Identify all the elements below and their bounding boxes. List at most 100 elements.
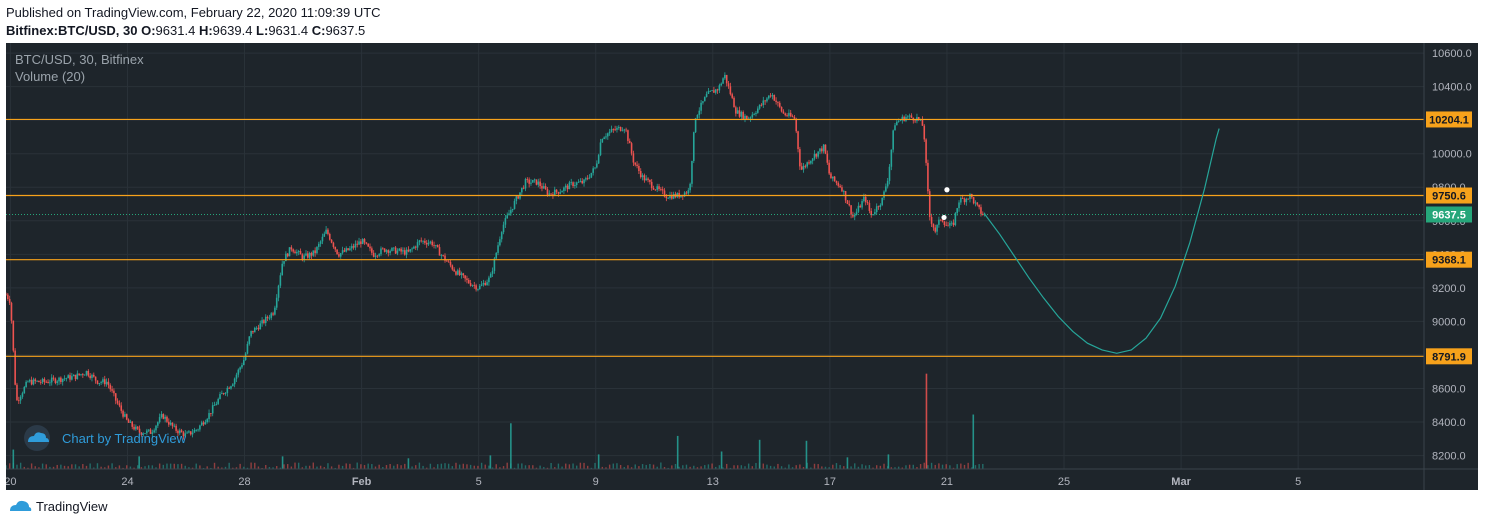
volume-bar bbox=[279, 467, 282, 469]
candle-body bbox=[147, 429, 150, 431]
price-tick-label: 9200.0 bbox=[1432, 283, 1466, 295]
volume-bar bbox=[400, 465, 402, 469]
candle-body bbox=[597, 155, 600, 164]
candle-body bbox=[422, 240, 424, 242]
volume-bar bbox=[802, 466, 805, 469]
candle-body bbox=[255, 327, 258, 329]
candle-body bbox=[153, 430, 155, 433]
candle-body bbox=[969, 194, 971, 200]
candle-body bbox=[38, 380, 40, 383]
volume-bar bbox=[82, 464, 84, 469]
candle-body bbox=[980, 207, 982, 214]
volume-bar bbox=[894, 467, 896, 469]
candle-body bbox=[506, 215, 509, 219]
candle-body bbox=[784, 113, 787, 116]
price-tick-label: 9000.0 bbox=[1432, 316, 1466, 328]
volume-bar bbox=[795, 465, 797, 469]
volume-bar bbox=[243, 466, 245, 469]
candle-body bbox=[863, 196, 865, 202]
candle-body bbox=[385, 250, 388, 252]
candle-body bbox=[511, 208, 514, 211]
candle-body bbox=[636, 164, 638, 166]
volume-bar bbox=[389, 464, 391, 469]
candle-body bbox=[135, 426, 137, 430]
candle-body bbox=[274, 307, 276, 315]
candle-body bbox=[864, 196, 867, 203]
candle-body bbox=[118, 403, 121, 406]
candle-body bbox=[672, 193, 675, 199]
candle-body bbox=[158, 417, 161, 423]
candle-body bbox=[396, 250, 399, 254]
candle-body bbox=[94, 376, 97, 381]
volume-bar bbox=[140, 467, 143, 469]
volume-bar bbox=[426, 467, 428, 469]
candle-body bbox=[689, 183, 691, 191]
candle-body bbox=[488, 277, 490, 283]
candle-body bbox=[832, 176, 834, 179]
volume-bar bbox=[30, 463, 33, 469]
price-tick-label: 10400.0 bbox=[1432, 82, 1472, 94]
volume-bar bbox=[462, 463, 465, 469]
candle-body bbox=[735, 107, 737, 114]
candle-body bbox=[696, 114, 699, 119]
volume-bar bbox=[784, 467, 786, 469]
candle-body bbox=[447, 261, 450, 263]
candle-body bbox=[857, 205, 860, 212]
candle-body bbox=[157, 422, 159, 426]
candle-body bbox=[52, 377, 55, 379]
price-chart[interactable]: 8200.08400.08600.08800.09000.09200.09400… bbox=[6, 43, 1478, 490]
volume-bar bbox=[352, 467, 355, 469]
volume-bar bbox=[6, 465, 7, 469]
watermark[interactable]: Chart by TradingView bbox=[24, 425, 187, 451]
volume-bar bbox=[821, 466, 823, 469]
volume-bar bbox=[469, 464, 472, 469]
candle-body bbox=[687, 190, 690, 194]
projection-curve[interactable] bbox=[984, 128, 1220, 354]
candle-body bbox=[764, 100, 766, 102]
volume-bar bbox=[908, 464, 911, 469]
candle-body bbox=[574, 185, 576, 187]
volume-bar bbox=[506, 462, 508, 469]
candle-body bbox=[627, 130, 629, 141]
candle-body bbox=[947, 225, 949, 227]
time-axis[interactable]: 20 24 28 Feb 5 9 13 17 21 25 Mar 5 bbox=[6, 476, 1301, 488]
candle-body bbox=[528, 179, 530, 184]
candle-body bbox=[799, 149, 801, 167]
candle-body bbox=[60, 377, 62, 382]
candle-body bbox=[810, 160, 812, 164]
candle-body bbox=[113, 390, 115, 394]
candle-body bbox=[713, 90, 715, 93]
candle-body bbox=[338, 254, 340, 257]
level-lines[interactable] bbox=[6, 118, 1424, 357]
candle-body bbox=[270, 313, 273, 318]
volume-bar bbox=[649, 463, 651, 469]
volume-bar bbox=[660, 462, 662, 469]
volume-bar bbox=[502, 466, 505, 469]
candle-body bbox=[380, 248, 382, 255]
volume-bar bbox=[422, 465, 424, 469]
volume-bar bbox=[528, 465, 530, 469]
legend-series: BTC/USD, 30, Bitfinex bbox=[15, 52, 144, 67]
candle-body bbox=[199, 425, 201, 430]
volume-bar bbox=[923, 462, 925, 469]
candle-body bbox=[826, 153, 829, 163]
candle-body bbox=[221, 393, 223, 395]
candle-body bbox=[109, 385, 112, 390]
volume-bar bbox=[378, 464, 380, 469]
candle-body bbox=[729, 86, 732, 95]
candle-body bbox=[702, 101, 704, 103]
candle-body bbox=[166, 416, 168, 422]
footer[interactable]: TradingView bbox=[8, 498, 108, 514]
volume-bar bbox=[630, 467, 633, 469]
volume-bar bbox=[228, 462, 230, 469]
volume-bar bbox=[374, 466, 377, 469]
candle-body bbox=[806, 162, 808, 167]
candle-body bbox=[510, 210, 512, 214]
candle-body bbox=[151, 432, 154, 434]
candle-body bbox=[211, 405, 214, 414]
volume-bar bbox=[290, 466, 293, 469]
candle-body bbox=[407, 249, 410, 252]
candle-body bbox=[213, 405, 216, 406]
candle-body bbox=[874, 212, 876, 215]
candle-body bbox=[654, 189, 657, 191]
